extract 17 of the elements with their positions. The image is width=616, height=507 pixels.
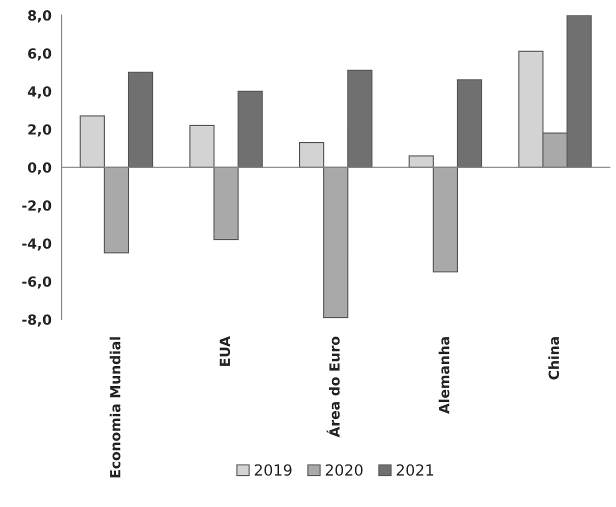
y-tick-label: -4,0 [22,238,52,251]
y-tick-label: 6,0 [28,48,52,60]
legend-label: 2021 [396,464,434,476]
x-tick-label: Alemanha [438,337,450,414]
x-tick-label: EUA [220,336,230,366]
x-tick-label: Área do Euro [326,336,340,438]
y-tick-label: -8,0 [22,314,52,327]
y-tick-label: 4,0 [28,86,52,99]
legend-label: 2020 [326,464,363,476]
y-tick-label: 0,0 [28,162,52,175]
y-tick-label: -2,0 [22,200,52,213]
y-tick-label: 8,0 [28,10,52,22]
legend-label: 2019 [254,464,292,476]
x-tick-label: Economia Mundial [110,337,120,478]
x-tick-label: China [548,337,560,380]
y-tick-label: 2,0 [28,124,52,137]
y-tick-label: -6,0 [22,276,52,289]
